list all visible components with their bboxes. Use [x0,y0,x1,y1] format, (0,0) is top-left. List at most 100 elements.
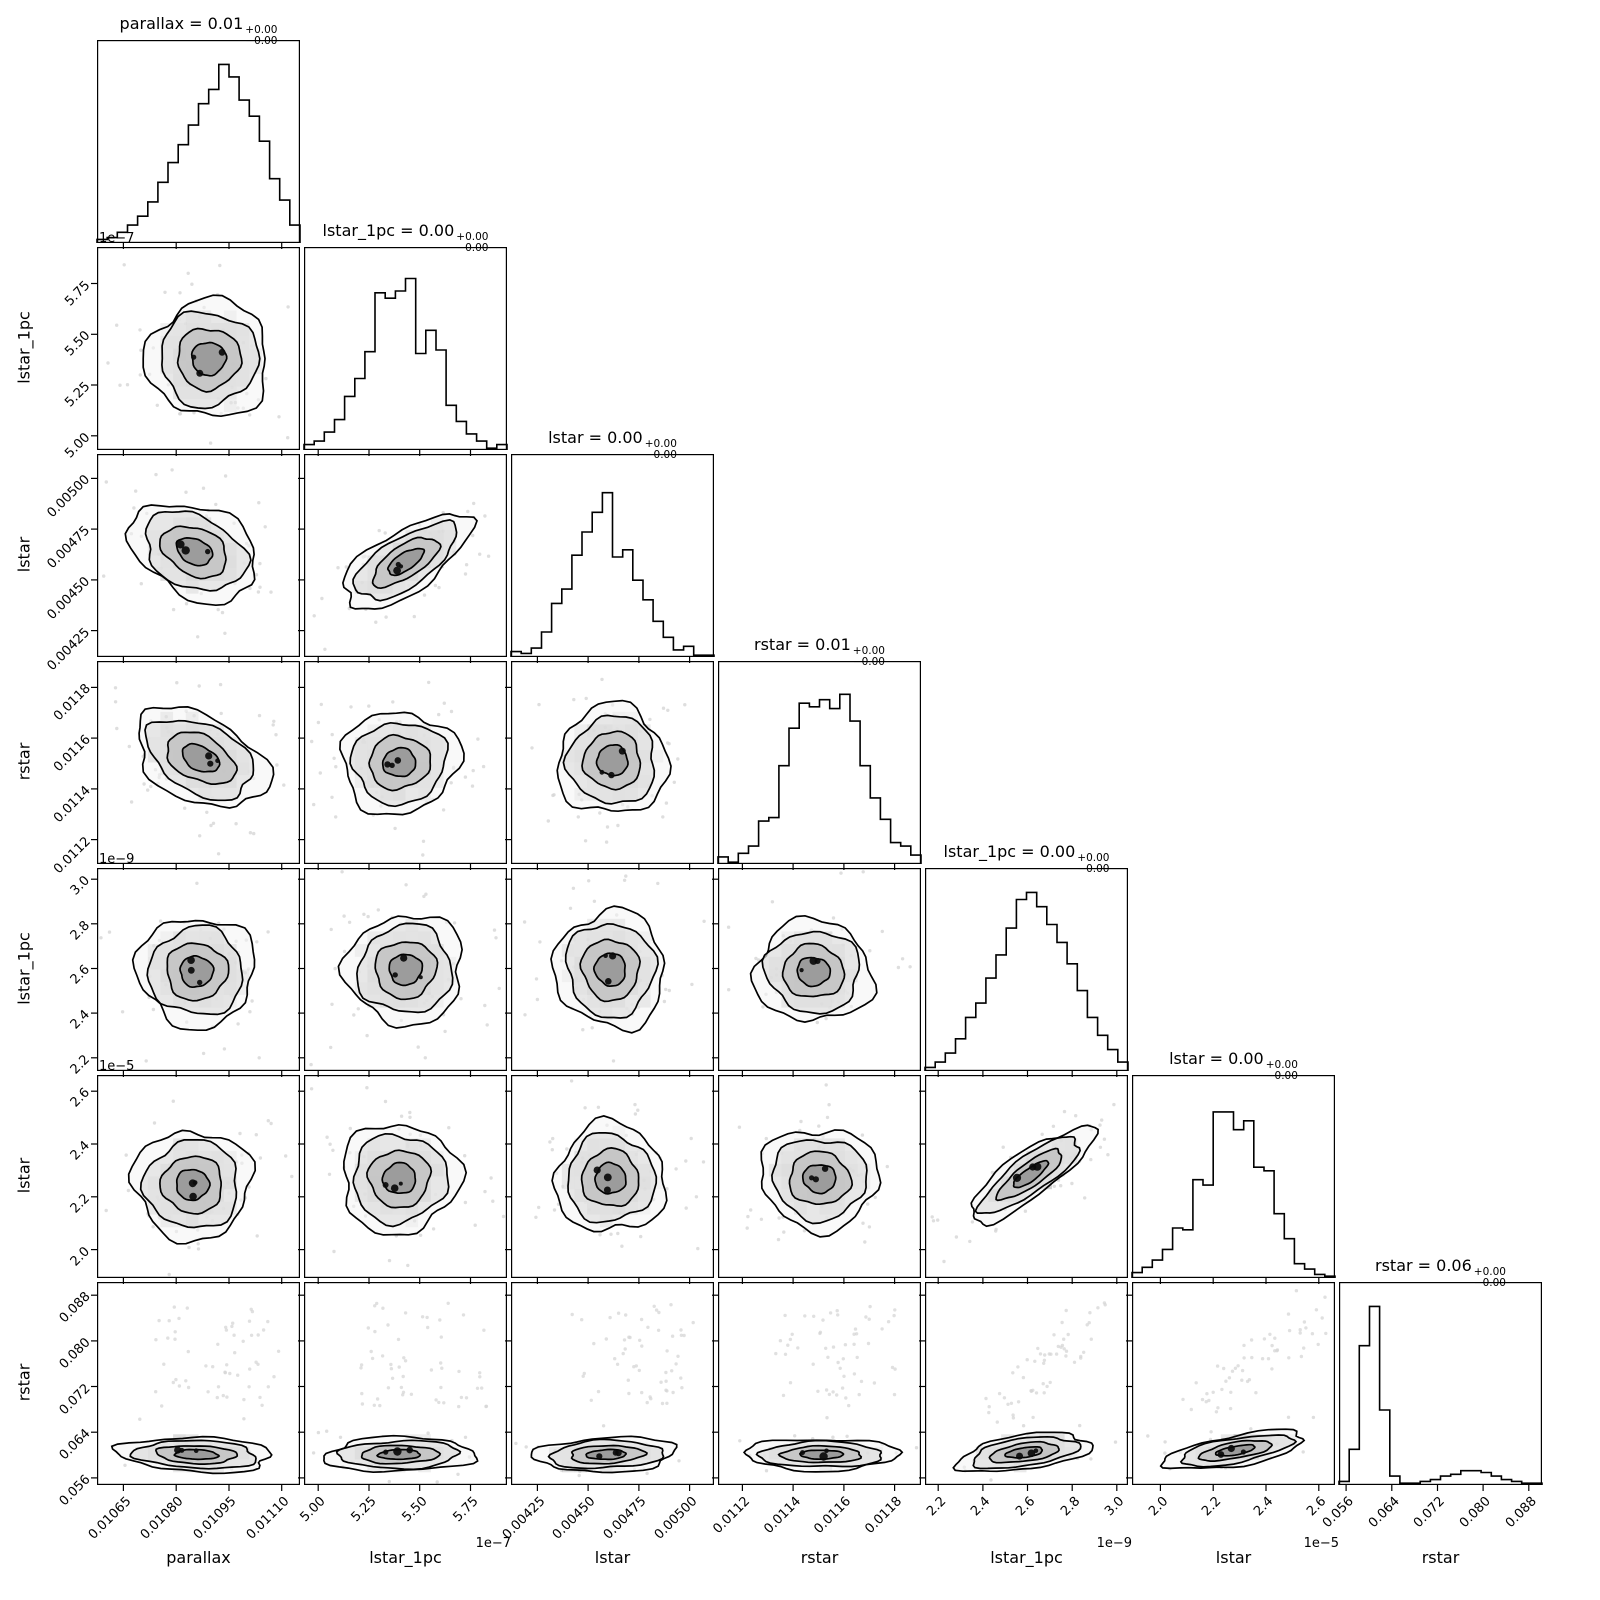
contour-lines [970,1124,1099,1228]
panel-r6c3 [712,1282,922,1491]
y-axis-label-rstar: rstar [14,742,34,780]
ytick-rstar-1: 0.0114 [50,783,94,826]
panel-r6c2 [505,1282,715,1491]
panel-spine [304,247,508,451]
panel-spine [511,1282,715,1486]
err-plus: +0.00 [1265,1059,1298,1071]
panel-spine [718,1282,922,1486]
title-value: rstar = 0.01 [754,635,851,654]
axis-ticks [298,1294,472,1491]
xtick-lstar_b-0: 2.0 [1145,1494,1172,1520]
xtick-parallax-2: 0.01095 [190,1494,240,1543]
x-axis-label-rstar: rstar [800,1548,839,1567]
ytick-lstar_b-3: 2.6 [68,1085,94,1111]
ytick-lstar_1pc_b-2: 2.6 [68,962,94,988]
histogram-outline [1338,1305,1543,1485]
panel-spine [97,247,301,451]
y-axis-offset-lstar_1pc: 1e−7 [99,231,135,246]
panel-r5c5 [1131,1075,1336,1284]
err-minus: −0.00 [1077,862,1110,875]
panel-spine [511,1075,715,1279]
err-plus: +0.00 [644,438,677,450]
panel-r5c4 [919,1075,1129,1284]
xtick-lstar-3: 0.00500 [651,1494,701,1543]
ytick-lstar_b-2: 2.4 [68,1138,94,1164]
histogram-outline [1131,1111,1336,1278]
ytick-rstar_b-3: 0.080 [56,1335,94,1372]
panel-title-lstar_b: lstar = 0.00 +0.00 −0.00 [1084,1049,1384,1081]
panel-spine [511,454,715,658]
xtick-lstar_1pc_b-0: 2.2 [923,1494,949,1520]
panel-r6c5 [1126,1282,1336,1491]
contour-lines [339,711,465,816]
panel-spine [925,1075,1129,1279]
xtick-rstar_b-1: 0.064 [1365,1494,1403,1531]
xtick-lstar_b-2: 2.4 [1251,1494,1277,1520]
panel-spine [925,1282,1129,1486]
contour-lines [550,905,666,1034]
err-plus: +0.00 [852,645,885,657]
y-axis-label-lstar: lstar [14,536,34,572]
err-minus: −0.00 [1473,1276,1506,1289]
title-uncertainty: +0.00 −0.00 [245,25,277,46]
panel-title-lstar_1pc_b: lstar_1pc = 0.00 +0.00 −0.00 [877,842,1177,874]
scatter-points [123,1305,281,1471]
title-value: lstar = 0.00 [1169,1049,1264,1068]
x-axis-label-lstar_1pc_b: lstar_1pc [990,1548,1063,1567]
err-minus: −0.00 [1265,1069,1298,1082]
contour-lines [342,513,478,610]
title-value: lstar = 0.00 [548,428,643,447]
contour-lines [127,1129,257,1245]
xtick-lstar_1pc_b-2: 2.6 [1012,1494,1039,1520]
ytick-rstar-3: 0.0118 [50,681,94,725]
contour-lines [742,1439,904,1473]
panel-r2c1 [298,454,508,663]
contour-lines [551,1115,668,1233]
xtick-lstar_b-1: 2.2 [1198,1494,1224,1520]
title-value: lstar_1pc = 0.00 [322,221,455,240]
panel-spine [1339,1282,1543,1486]
ytick-rstar_b-2: 0.072 [56,1380,94,1418]
y-axis-label-lstar_1pc_b: lstar_1pc [14,931,34,1005]
y-axis-label-lstar_1pc: lstar_1pc [14,310,34,384]
x-axis-offset-lstar_1pc: 1e−7 [475,1536,511,1551]
contour-lines [343,1123,468,1236]
ytick-lstar-2: 0.00475 [44,523,94,572]
panel-r6c0 [91,1282,301,1491]
title-value: parallax = 0.01 [119,14,244,33]
axis-ticks [91,1294,283,1491]
xtick-parallax-0: 0.01065 [85,1494,134,1543]
xtick-lstar-0: 0.00425 [499,1494,548,1543]
panel-r4c3 [712,868,922,1077]
panel-spine [97,661,301,865]
contour-lines [530,1435,678,1474]
xtick-lstar_1pc_b-1: 2.4 [968,1494,994,1520]
axis-ticks [1345,1485,1530,1491]
panel-spine [304,454,508,658]
panel-title-parallax: parallax = 0.01 +0.00 −0.00 [49,14,349,46]
ytick-rstar_b-1: 0.064 [56,1426,94,1464]
xtick-parallax-3: 0.01110 [243,1494,293,1543]
contour-lines [131,919,256,1032]
panel-r3c2 [505,661,715,870]
ytick-lstar_b-0: 2.0 [68,1243,94,1270]
panel-r3c0 [91,661,301,870]
axis-ticks [1126,1294,1320,1491]
xtick-rstar-2: 0.0116 [811,1494,855,1537]
panel-r4c1 [298,868,508,1077]
axis-ticks [712,1294,896,1491]
panel-r0c0 [96,40,301,249]
ytick-rstar_b-4: 0.088 [56,1289,94,1327]
ytick-lstar_1pc-0: 5.00 [62,429,94,462]
panel-r6c4 [919,1282,1129,1491]
panel-spine [1132,1282,1336,1486]
y-axis-label-rstar_b: rstar [14,1363,34,1401]
x-axis-label-lstar: lstar [594,1548,631,1567]
histogram-outline [924,891,1129,1071]
panel-r5c3 [712,1075,922,1284]
ytick-lstar_1pc-2: 5.50 [62,328,94,360]
title-uncertainty: +0.00 −0.00 [853,646,885,667]
x-axis-label-parallax: parallax [166,1548,231,1567]
xtick-lstar_1pc_b-4: 3.0 [1102,1494,1128,1520]
